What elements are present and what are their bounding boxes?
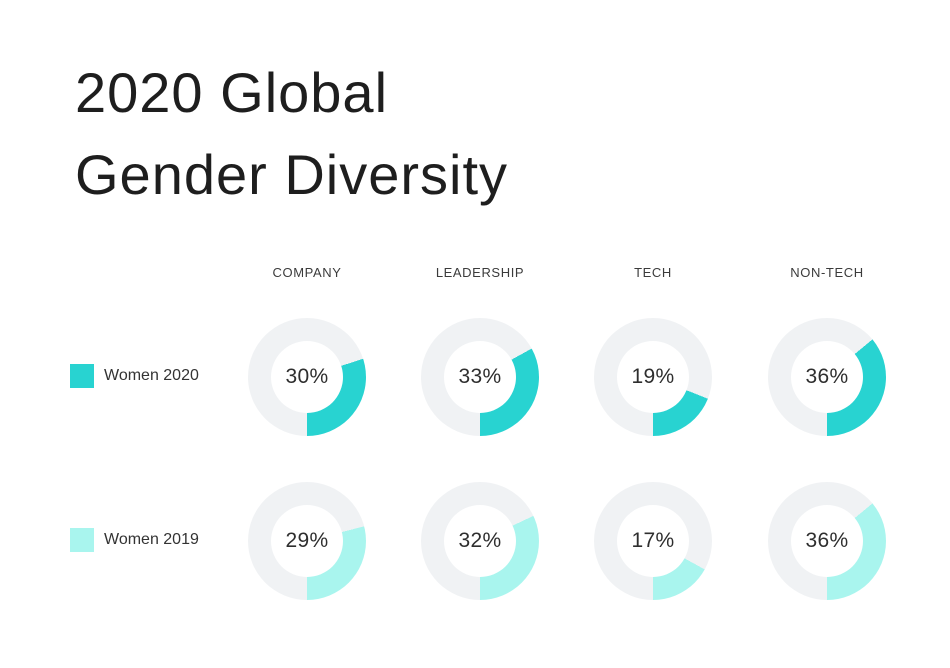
donut-women-2020-company: 30% [248,318,366,436]
donut-hole [444,505,516,577]
donut-value-label: 30% [285,365,329,388]
donut-hole [617,505,689,577]
chart-title-line-2: Gender Diversity [75,143,509,206]
column-header-non-tech: NON-TECH [790,265,864,280]
donut-women-2020-leadership: 33% [421,318,539,436]
legend-label-women-2020: Women 2020 [104,367,199,384]
donut-hole [791,341,863,413]
donut-value-label: 33% [458,365,502,388]
donut-women-2020-tech: 19% [594,318,712,436]
donut-hole [444,341,516,413]
donut-hole [617,341,689,413]
donut-value-label: 36% [805,529,849,552]
legend-swatch-women-2019 [70,528,94,552]
donut-value-label: 32% [458,529,502,552]
donut-value-label: 17% [631,529,675,552]
donut-value-label: 29% [285,529,329,552]
donut-hole [271,505,343,577]
donut-women-2019-leadership: 32% [421,482,539,600]
donut-hole [271,341,343,413]
chart-title-line-1: 2020 Global [75,61,389,124]
column-header-leadership: LEADERSHIP [435,265,525,280]
donut-women-2019-tech: 17% [594,482,712,600]
donut-women-2019-company: 29% [248,482,366,600]
donut-hole [791,505,863,577]
chart-title: 2020 Global Gender Diversity [75,52,508,216]
donut-value-label: 19% [631,365,675,388]
legend-label-women-2019: Women 2019 [104,531,199,548]
donut-women-2019-non-tech: 36% [768,482,886,600]
legend-swatch-women-2020 [70,364,94,388]
donut-women-2020-non-tech: 36% [768,318,886,436]
donut-value-label: 36% [805,365,849,388]
column-header-tech: TECH [634,265,672,280]
column-header-company: COMPANY [272,265,342,280]
